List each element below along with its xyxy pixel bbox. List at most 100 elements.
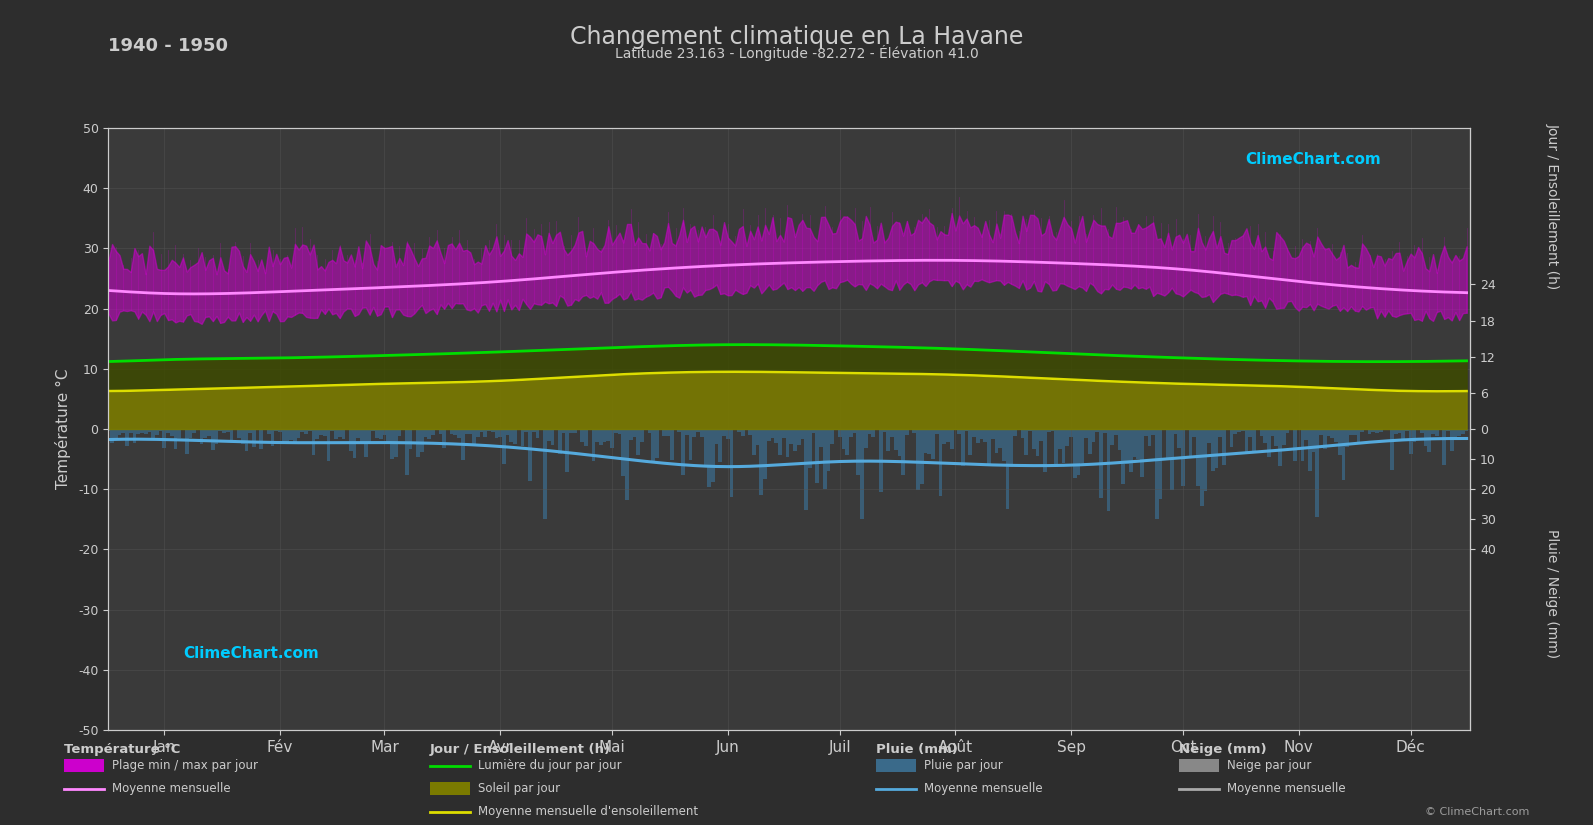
Bar <box>449 429 454 434</box>
Text: Neige (mm): Neige (mm) <box>1179 742 1266 756</box>
Bar <box>741 429 744 436</box>
Bar <box>1230 429 1233 447</box>
Bar <box>363 429 368 457</box>
Bar <box>379 429 382 439</box>
Bar <box>1450 429 1453 450</box>
Bar <box>126 429 129 446</box>
Bar <box>1016 429 1021 430</box>
Bar <box>935 429 938 434</box>
Bar <box>510 429 513 441</box>
Bar <box>374 429 379 438</box>
Bar <box>994 429 999 453</box>
Bar <box>368 429 371 442</box>
Bar <box>210 429 215 450</box>
Bar <box>946 429 949 442</box>
Bar <box>771 429 774 438</box>
Bar <box>1080 429 1085 463</box>
Bar <box>812 429 816 433</box>
Bar <box>1088 429 1091 455</box>
Bar <box>726 429 730 440</box>
Bar <box>696 429 699 432</box>
Bar <box>357 429 360 438</box>
Bar <box>1413 429 1416 442</box>
Bar <box>296 429 301 437</box>
Bar <box>421 429 424 452</box>
Bar <box>218 429 221 431</box>
Bar <box>540 429 543 431</box>
Bar <box>718 429 722 462</box>
Bar <box>1002 429 1005 460</box>
Bar <box>472 429 476 446</box>
Bar <box>1099 429 1102 498</box>
Bar <box>760 429 763 495</box>
Bar <box>1005 429 1010 509</box>
Bar <box>505 429 510 436</box>
Bar <box>629 429 632 441</box>
Bar <box>1196 429 1200 486</box>
Bar <box>1129 429 1133 472</box>
Bar <box>132 429 137 443</box>
Text: Plage min / max par jour: Plage min / max par jour <box>112 759 258 772</box>
Y-axis label: Température °C: Température °C <box>56 369 72 489</box>
Bar <box>387 429 390 444</box>
Bar <box>607 429 610 441</box>
Bar <box>1085 429 1088 438</box>
Bar <box>1125 429 1129 464</box>
Bar <box>151 429 155 441</box>
Bar <box>1200 429 1204 506</box>
Bar <box>196 429 199 431</box>
Bar <box>1074 429 1077 478</box>
Bar <box>282 429 285 443</box>
Bar <box>118 429 121 435</box>
Text: Moyenne mensuelle: Moyenne mensuelle <box>1227 782 1344 795</box>
Bar <box>1180 429 1185 486</box>
Bar <box>774 429 777 443</box>
Bar <box>1427 429 1431 452</box>
Bar <box>961 429 965 466</box>
Bar <box>816 429 819 483</box>
Bar <box>1368 429 1372 434</box>
Bar <box>483 429 487 437</box>
Bar <box>1188 429 1192 455</box>
Bar <box>699 429 704 437</box>
Bar <box>1397 429 1402 433</box>
Bar <box>1327 429 1330 436</box>
Bar <box>1244 429 1249 451</box>
Bar <box>924 429 927 454</box>
Bar <box>182 429 185 430</box>
Bar <box>1238 429 1241 431</box>
Bar <box>1266 429 1271 456</box>
Bar <box>558 429 562 455</box>
Bar <box>312 429 315 455</box>
Bar <box>513 429 518 444</box>
Bar <box>838 429 841 437</box>
Bar <box>902 429 905 475</box>
Bar <box>1349 429 1352 436</box>
Bar <box>1364 429 1368 431</box>
Bar <box>871 429 875 437</box>
Bar <box>229 429 233 442</box>
Bar <box>566 429 569 472</box>
Text: Latitude 23.163 - Longitude -82.272 - Élévation 41.0: Latitude 23.163 - Longitude -82.272 - Él… <box>615 45 978 61</box>
Bar <box>204 429 207 438</box>
Bar <box>155 429 159 435</box>
Bar <box>424 429 427 437</box>
Text: Température °C: Température °C <box>64 742 180 756</box>
Bar <box>1241 429 1244 431</box>
Bar <box>1360 429 1364 432</box>
Text: Pluie (mm): Pluie (mm) <box>876 742 957 756</box>
Bar <box>129 429 132 433</box>
Bar <box>315 429 319 439</box>
Bar <box>596 429 599 442</box>
Bar <box>863 429 868 448</box>
Bar <box>260 429 263 449</box>
Bar <box>1107 429 1110 512</box>
Bar <box>137 429 140 434</box>
Text: Moyenne mensuelle d'ensoleillement: Moyenne mensuelle d'ensoleillement <box>478 805 698 818</box>
Bar <box>1316 429 1319 517</box>
Bar <box>341 429 346 439</box>
Bar <box>1341 429 1346 480</box>
Bar <box>1110 429 1114 446</box>
Bar <box>199 429 204 444</box>
Bar <box>535 429 540 438</box>
